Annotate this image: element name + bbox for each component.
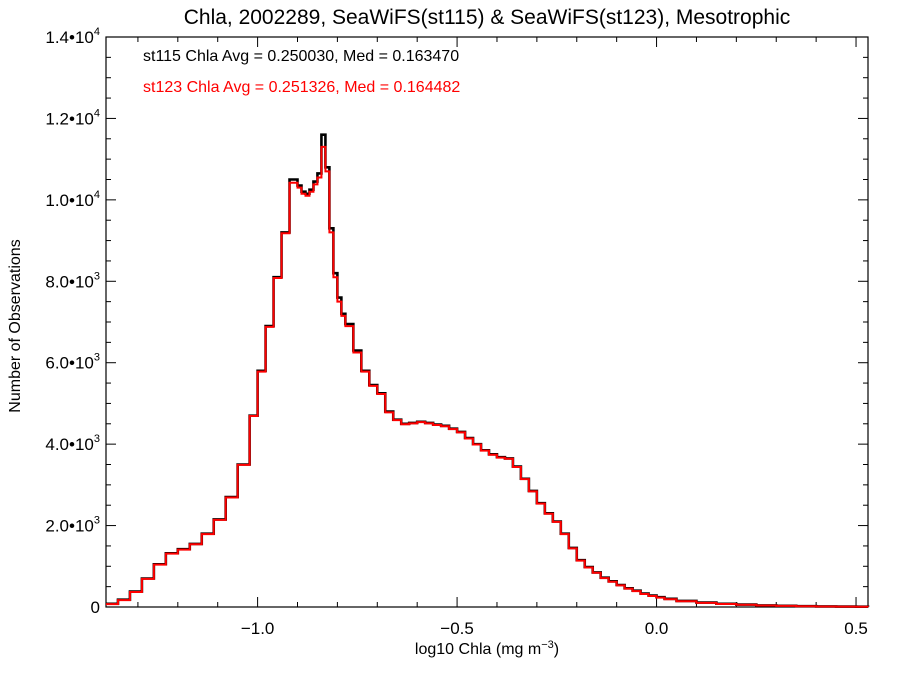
y-tick-label: 1.4•104 — [45, 26, 100, 47]
x-tick-label: 0.0 — [645, 619, 669, 638]
y-tick-exponent: 3 — [94, 352, 100, 364]
y-tick-mantissa: 1.0•10 — [45, 191, 94, 210]
y-tick-exponent: 4 — [94, 26, 100, 38]
y-tick-label: 1.2•104 — [45, 107, 100, 128]
statistics-annotations: st115 Chla Avg = 0.250030, Med = 0.16347… — [143, 48, 460, 96]
plot-area-frame — [105, 36, 869, 608]
x-tick-label: −1.0 — [241, 619, 275, 638]
y-tick-mantissa: 1.2•10 — [45, 109, 94, 128]
y-tick-exponent: 3 — [94, 270, 100, 282]
y-tick-label: 0 — [91, 598, 100, 617]
series-line-st115 — [106, 133, 870, 608]
annotation-st123: st123 Chla Avg = 0.251326, Med = 0.16448… — [143, 79, 460, 96]
annotation-st115: st115 Chla Avg = 0.250030, Med = 0.16347… — [143, 48, 459, 65]
y-tick-mantissa: 8.0•10 — [45, 272, 94, 291]
axis-ticks: −1.0 −0.5 0.0 0.502.0•1034.0•1036.0•1038.0•… — [45, 26, 868, 638]
y-tick-exponent: 3 — [94, 515, 100, 527]
y-axis-label: Number of Observations — [7, 239, 24, 412]
y-tick-mantissa: 2.0•10 — [45, 517, 94, 536]
y-tick-label: 4.0•103 — [45, 433, 100, 454]
y-tick-mantissa: 4.0•10 — [45, 435, 94, 454]
chart-title: Chla, 2002289, SeaWiFS(st115) & SeaWiFS(… — [184, 6, 791, 29]
y-tick-exponent: 3 — [94, 433, 100, 445]
y-tick-label: 1.0•104 — [45, 189, 100, 210]
histogram-series — [106, 133, 870, 608]
y-tick-exponent: 4 — [94, 189, 100, 201]
y-tick-label: 6.0•103 — [45, 352, 100, 373]
y-tick-mantissa: 6.0•10 — [45, 354, 94, 373]
y-tick-label: 8.0•103 — [45, 270, 100, 291]
y-tick-mantissa: 1.4•10 — [45, 28, 94, 47]
x-axis-label: log10 Chla (mg m−3) — [415, 639, 559, 658]
series-line-st123 — [106, 145, 869, 608]
y-tick-label: 2.0•103 — [45, 515, 100, 536]
y-tick-exponent: 4 — [94, 107, 100, 119]
x-tick-label: −0.5 — [440, 619, 474, 638]
x-tick-label: 0.5 — [844, 619, 868, 638]
y-tick-mantissa: 0 — [91, 598, 100, 617]
